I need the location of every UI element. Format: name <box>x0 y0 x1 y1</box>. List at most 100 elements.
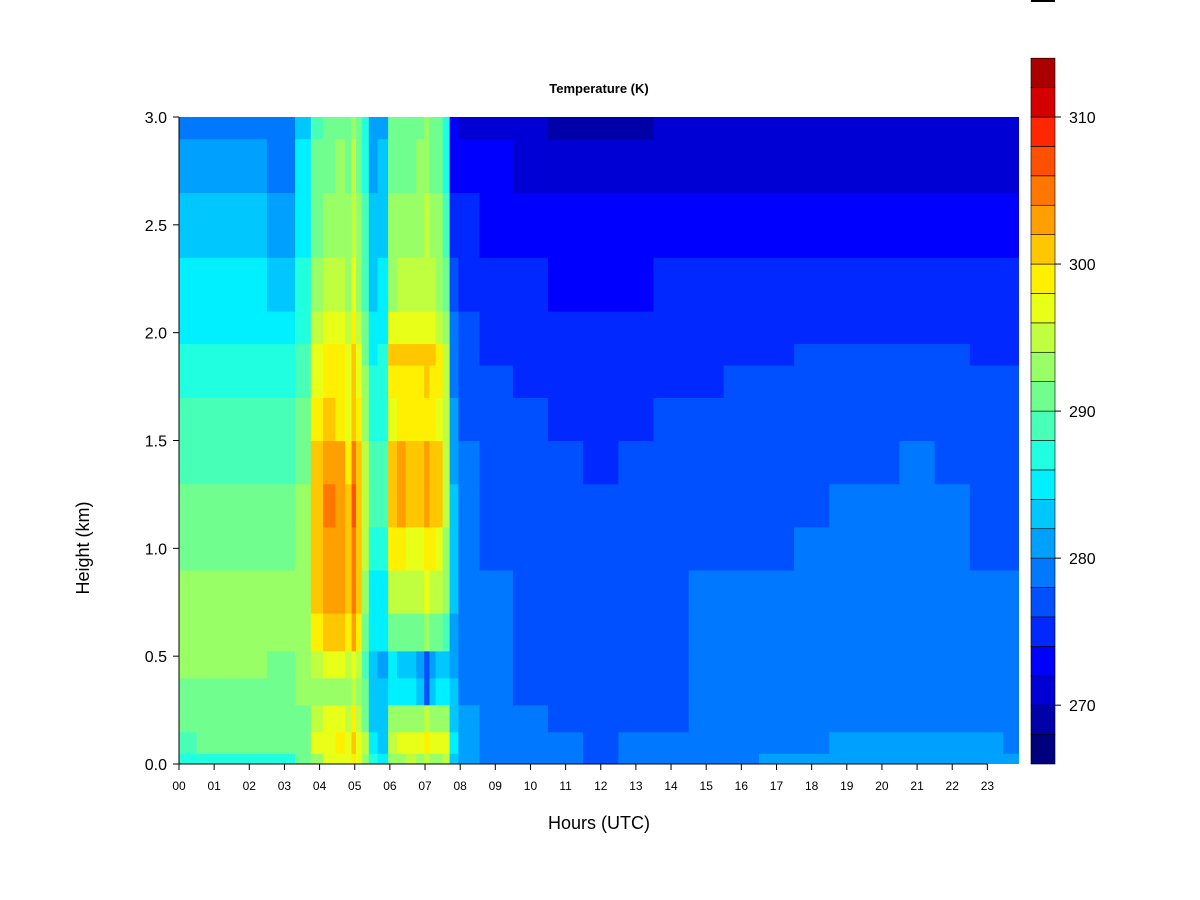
heatmap-cell <box>416 257 425 312</box>
heatmap-cell <box>396 569 407 614</box>
heatmap-cell <box>345 311 353 345</box>
heatmap-cell <box>899 440 936 485</box>
heatmap-cell <box>405 731 417 754</box>
heatmap-cell <box>899 117 936 140</box>
heatmap-cell <box>618 613 655 652</box>
heatmap-cell <box>179 569 198 614</box>
heatmap-cell <box>416 117 425 140</box>
heatmap-cell <box>435 117 444 140</box>
heatmap-cell <box>934 731 971 754</box>
heatmap-cell <box>294 343 312 366</box>
heatmap-cell <box>479 731 514 754</box>
heatmap-cell <box>899 397 936 442</box>
heatmap-cell <box>429 365 437 398</box>
heatmap-cell <box>294 440 312 485</box>
colorbar-tick-label: 300 <box>1069 257 1096 274</box>
x-tick-label: 05 <box>348 779 362 793</box>
heatmap-cell <box>934 650 971 679</box>
heatmap-cell <box>934 483 971 528</box>
heatmap-cell <box>864 483 901 528</box>
heatmap-cell <box>442 257 451 312</box>
heatmap-cell <box>969 526 1004 571</box>
heatmap-cell <box>351 440 357 485</box>
heatmap-cell <box>424 753 431 764</box>
heatmap-cell <box>864 650 901 679</box>
heatmap-cell <box>458 569 481 614</box>
heatmap-cell <box>442 117 451 140</box>
heatmap-cell <box>377 650 389 679</box>
heatmap-cell <box>548 613 584 652</box>
heatmap-cell <box>479 311 514 345</box>
heatmap-cell <box>294 704 312 733</box>
heatmap-cell <box>688 343 725 366</box>
x-tick-label: 07 <box>418 779 432 793</box>
x-axis-title: Hours (UTC) <box>548 813 650 833</box>
heatmap-cell <box>377 343 389 366</box>
x-tick-label: 09 <box>489 779 503 793</box>
heatmap-cell <box>424 650 431 679</box>
heatmap-cell <box>335 569 346 614</box>
heatmap-cell <box>688 753 725 764</box>
heatmap-cell <box>323 397 336 442</box>
heatmap-cell <box>548 483 584 528</box>
heatmap-cell <box>377 483 389 528</box>
heatmap-cell <box>335 343 346 366</box>
heatmap-cell <box>196 257 233 312</box>
x-tick-label: 03 <box>278 779 292 793</box>
heatmap-cell <box>458 365 481 398</box>
heatmap-cell <box>396 650 407 679</box>
heatmap-cell <box>231 650 268 679</box>
heatmap-cell <box>479 526 514 571</box>
heatmap-cell <box>458 753 481 764</box>
heatmap-cell <box>618 704 655 733</box>
heatmap-cell <box>934 704 971 733</box>
colorbar-swatch <box>1030 234 1056 265</box>
heatmap-cell <box>416 731 425 754</box>
heatmap-cell <box>179 311 198 345</box>
heatmap-cell <box>1003 138 1019 194</box>
heatmap-cell <box>429 704 437 733</box>
heatmap-cell <box>864 192 901 258</box>
heatmap-cell <box>355 753 363 764</box>
heatmap-cell <box>361 138 370 194</box>
heatmap-cell <box>583 117 619 140</box>
heatmap-cell <box>548 704 584 733</box>
x-tick-label: 13 <box>629 779 643 793</box>
heatmap-cell <box>388 138 398 194</box>
heatmap-cell <box>424 613 431 652</box>
heatmap-cell <box>429 753 437 764</box>
heatmap-cell <box>758 613 795 652</box>
heatmap-cell <box>396 343 407 366</box>
heatmap-cell <box>794 650 830 679</box>
heatmap-cell <box>416 343 425 366</box>
heatmap-cell <box>449 311 460 345</box>
heatmap-cell <box>368 365 379 398</box>
heatmap-cell <box>794 117 830 140</box>
heatmap-cell <box>310 440 324 485</box>
heatmap-cell <box>355 311 363 345</box>
heatmap-cell <box>512 731 549 754</box>
heatmap-cell <box>405 569 417 614</box>
heatmap-cell <box>864 117 901 140</box>
heatmap-cell <box>758 483 795 528</box>
heatmap-cell <box>435 397 444 442</box>
heatmap-cell <box>361 192 370 258</box>
heatmap-cell <box>969 397 1004 442</box>
heatmap-cell <box>864 704 901 733</box>
heatmap-cell <box>653 397 690 442</box>
heatmap-cell <box>388 613 398 652</box>
heatmap-cell <box>355 138 363 194</box>
heatmap-cell <box>688 613 725 652</box>
heatmap-cell <box>405 397 417 442</box>
heatmap-cell <box>266 677 296 706</box>
heatmap-cell <box>335 192 346 258</box>
heatmap-cell <box>864 569 901 614</box>
heatmap-cell <box>899 257 936 312</box>
heatmap-cell <box>583 365 619 398</box>
heatmap-cell <box>794 731 830 754</box>
heatmap-cell <box>361 117 370 140</box>
heatmap-cell <box>294 677 312 706</box>
heatmap-cell <box>368 753 379 764</box>
heatmap-cell <box>323 138 336 194</box>
y-tick-label: 1.0 <box>145 541 167 558</box>
